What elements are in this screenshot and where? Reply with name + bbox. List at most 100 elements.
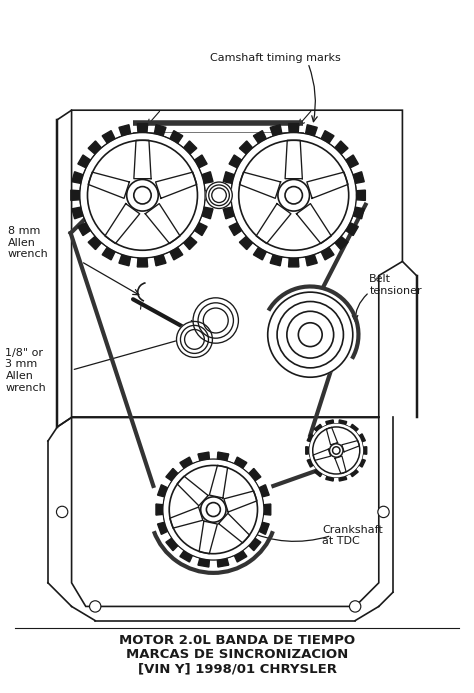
Polygon shape — [306, 125, 317, 137]
Polygon shape — [234, 457, 247, 468]
Polygon shape — [199, 521, 218, 554]
Polygon shape — [134, 140, 151, 179]
Polygon shape — [363, 447, 367, 454]
Polygon shape — [289, 258, 299, 267]
Polygon shape — [346, 155, 358, 168]
Circle shape — [285, 186, 302, 204]
Polygon shape — [346, 222, 358, 236]
Polygon shape — [327, 428, 337, 445]
Polygon shape — [270, 254, 282, 266]
Text: Camshaft timing marks: Camshaft timing marks — [210, 53, 341, 63]
Polygon shape — [72, 207, 83, 219]
Circle shape — [81, 134, 204, 256]
Polygon shape — [248, 468, 261, 481]
Polygon shape — [157, 522, 168, 534]
Polygon shape — [222, 190, 231, 200]
Polygon shape — [307, 172, 348, 198]
Polygon shape — [205, 190, 214, 200]
Polygon shape — [201, 172, 213, 184]
Polygon shape — [313, 449, 331, 460]
Polygon shape — [229, 155, 242, 168]
Polygon shape — [256, 204, 291, 243]
Circle shape — [232, 134, 355, 256]
Circle shape — [127, 179, 158, 211]
Polygon shape — [307, 459, 314, 467]
Polygon shape — [259, 484, 269, 497]
Polygon shape — [289, 123, 299, 133]
Polygon shape — [297, 204, 331, 243]
Polygon shape — [239, 236, 253, 249]
Polygon shape — [234, 550, 247, 562]
Polygon shape — [102, 247, 115, 260]
Polygon shape — [254, 247, 266, 260]
Polygon shape — [201, 207, 213, 219]
Polygon shape — [223, 207, 235, 219]
Polygon shape — [170, 130, 183, 143]
Polygon shape — [180, 550, 192, 562]
Text: MARCAS DE SINCRONIZACION: MARCAS DE SINCRONIZACION — [126, 648, 348, 661]
Circle shape — [378, 507, 389, 518]
Circle shape — [176, 322, 212, 358]
Polygon shape — [335, 141, 348, 155]
Polygon shape — [306, 447, 310, 454]
Polygon shape — [71, 190, 80, 200]
Polygon shape — [359, 434, 365, 442]
Text: [VIN Y] 1998/01 CHRYSLER: [VIN Y] 1998/01 CHRYSLER — [137, 663, 337, 675]
Polygon shape — [137, 258, 147, 267]
Polygon shape — [353, 172, 364, 184]
Polygon shape — [326, 420, 334, 426]
Polygon shape — [223, 172, 235, 184]
Polygon shape — [219, 514, 250, 543]
Circle shape — [268, 292, 353, 377]
Polygon shape — [321, 130, 334, 143]
Polygon shape — [353, 207, 364, 219]
Polygon shape — [217, 452, 229, 462]
Polygon shape — [314, 424, 322, 432]
Polygon shape — [356, 190, 365, 200]
Circle shape — [193, 298, 238, 343]
Polygon shape — [78, 155, 91, 168]
Polygon shape — [155, 172, 197, 198]
Polygon shape — [307, 434, 314, 442]
Text: 1/8" or
3 mm
Allen
wrench: 1/8" or 3 mm Allen wrench — [5, 348, 46, 392]
Polygon shape — [72, 172, 83, 184]
Circle shape — [134, 186, 151, 204]
Polygon shape — [239, 172, 281, 198]
Polygon shape — [88, 141, 101, 155]
Polygon shape — [210, 465, 228, 498]
Circle shape — [310, 424, 363, 477]
Polygon shape — [270, 125, 282, 137]
Polygon shape — [342, 441, 359, 452]
Polygon shape — [339, 420, 346, 426]
Polygon shape — [335, 236, 348, 249]
Polygon shape — [137, 123, 147, 133]
Polygon shape — [285, 140, 302, 179]
Polygon shape — [339, 475, 346, 481]
Polygon shape — [166, 538, 178, 551]
Circle shape — [206, 502, 220, 516]
Text: Crankshaft
at TDC: Crankshaft at TDC — [322, 525, 383, 546]
Polygon shape — [263, 504, 271, 515]
Polygon shape — [248, 538, 261, 551]
Polygon shape — [102, 130, 115, 143]
Polygon shape — [105, 204, 140, 243]
Polygon shape — [217, 558, 229, 567]
Polygon shape — [350, 424, 358, 432]
Circle shape — [56, 507, 68, 518]
Polygon shape — [180, 457, 192, 468]
Polygon shape — [259, 522, 269, 534]
Circle shape — [349, 601, 361, 612]
Polygon shape — [326, 475, 334, 481]
Text: Belt
tensioner: Belt tensioner — [369, 274, 422, 296]
Polygon shape — [198, 452, 210, 462]
Polygon shape — [335, 456, 346, 474]
Polygon shape — [145, 204, 180, 243]
Polygon shape — [194, 155, 207, 168]
Polygon shape — [254, 130, 266, 143]
Polygon shape — [229, 222, 242, 236]
Polygon shape — [350, 469, 358, 477]
Circle shape — [201, 497, 226, 523]
Circle shape — [206, 182, 232, 209]
Text: 8 mm
Allen
wrench: 8 mm Allen wrench — [8, 226, 48, 259]
Polygon shape — [157, 484, 168, 497]
